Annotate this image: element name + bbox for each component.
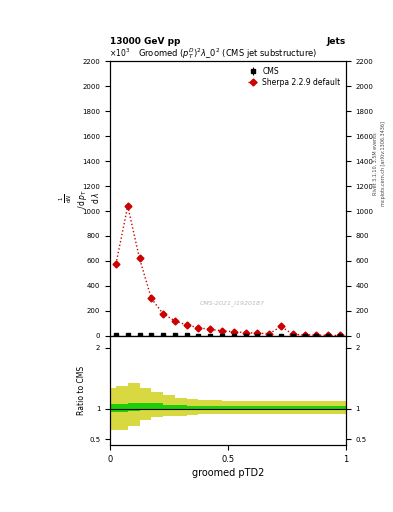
Sherpa 2.2.9 default — [149, 295, 154, 302]
Sherpa 2.2.9 default — [326, 332, 331, 338]
Text: Rivet 3.1.10, 3.5M events: Rivet 3.1.10, 3.5M events — [373, 133, 378, 195]
Title: Groomed $(p_T^D)^2\lambda\_0^2$ (CMS jet substructure): Groomed $(p_T^D)^2\lambda\_0^2$ (CMS jet… — [138, 47, 318, 61]
Sherpa 2.2.9 default — [338, 332, 342, 338]
Sherpa 2.2.9 default — [196, 325, 201, 331]
Sherpa 2.2.9 default — [114, 261, 118, 267]
Text: 13000 GeV pp: 13000 GeV pp — [110, 37, 180, 47]
Text: mcplots.cern.ch [arXiv:1306.3436]: mcplots.cern.ch [arXiv:1306.3436] — [381, 121, 386, 206]
Y-axis label: $\frac{1}{\mathrm{d}N}$
$/\,\mathrm{d}\,p_T$
$\mathrm{d}\,\lambda$: $\frac{1}{\mathrm{d}N}$ $/\,\mathrm{d}\,… — [58, 188, 101, 209]
Sherpa 2.2.9 default — [184, 322, 189, 328]
Sherpa 2.2.9 default — [137, 255, 142, 262]
Sherpa 2.2.9 default — [255, 330, 260, 336]
Sherpa 2.2.9 default — [290, 331, 295, 337]
Text: $\times10^3$: $\times10^3$ — [109, 46, 130, 59]
Legend: CMS, Sherpa 2.2.9 default: CMS, Sherpa 2.2.9 default — [246, 65, 342, 89]
Sherpa 2.2.9 default — [208, 327, 213, 333]
X-axis label: groomed pTD2: groomed pTD2 — [192, 468, 264, 478]
Sherpa 2.2.9 default — [231, 329, 236, 335]
Sherpa 2.2.9 default — [267, 331, 272, 337]
Line: Sherpa 2.2.9 default: Sherpa 2.2.9 default — [114, 204, 342, 338]
Sherpa 2.2.9 default — [279, 323, 283, 329]
Sherpa 2.2.9 default — [302, 332, 307, 338]
Sherpa 2.2.9 default — [220, 328, 224, 334]
Sherpa 2.2.9 default — [161, 311, 165, 317]
Text: Jets: Jets — [327, 37, 346, 47]
Y-axis label: Ratio to CMS: Ratio to CMS — [77, 366, 86, 415]
Sherpa 2.2.9 default — [243, 330, 248, 336]
Sherpa 2.2.9 default — [125, 203, 130, 209]
Sherpa 2.2.9 default — [173, 317, 177, 324]
Sherpa 2.2.9 default — [314, 332, 319, 338]
Text: CMS-2021_I1920187: CMS-2021_I1920187 — [200, 300, 265, 306]
